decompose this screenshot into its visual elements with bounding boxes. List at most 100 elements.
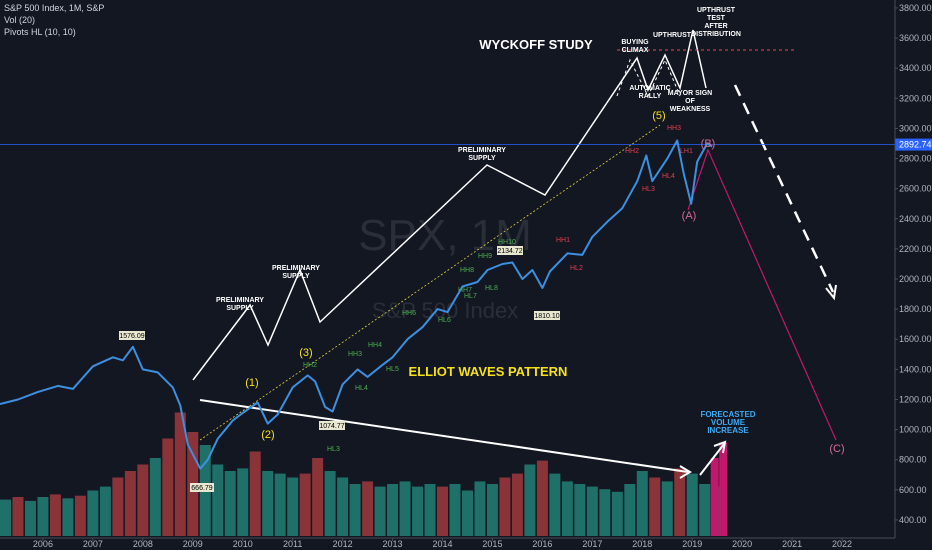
volume-bar xyxy=(611,491,623,536)
annotation: PRELIMINARY SUPPLY xyxy=(216,297,264,312)
annotation-line: INCREASE xyxy=(707,426,749,435)
y-tick-label: 3000.00 xyxy=(899,123,932,133)
volume-bar xyxy=(424,484,436,536)
annotation-line: CLIMAX xyxy=(622,47,649,54)
y-tick-label: 1400.00 xyxy=(899,364,932,374)
volume-bar xyxy=(412,486,424,536)
volume-bar xyxy=(49,494,61,536)
wyckoff-dashes xyxy=(616,58,681,98)
annotation-line: PRELIMINARY xyxy=(458,147,506,154)
y-tick-label: 2800.00 xyxy=(899,154,932,164)
pivot-label: HL2 xyxy=(570,265,583,272)
last-price-box xyxy=(895,138,932,151)
volume-bar xyxy=(62,498,74,536)
y-tick-label: 3400.00 xyxy=(899,63,932,73)
pivot-label: HH1 xyxy=(556,237,570,244)
x-tick-label: 2019 xyxy=(682,539,702,549)
volume-bar xyxy=(549,473,561,536)
volume-bar xyxy=(561,481,573,536)
volume-bar xyxy=(536,460,548,536)
volume-arrow xyxy=(699,443,725,476)
volume-bar xyxy=(437,486,449,536)
price-line xyxy=(0,139,713,470)
x-tick-label: 2011 xyxy=(283,539,302,549)
annotation-line: BUYING xyxy=(621,39,649,46)
wave-label: (5) xyxy=(652,110,665,122)
volume-bar xyxy=(699,484,711,536)
annotation: FORECASTED VOLUME INCREASE xyxy=(700,410,755,435)
annotation: PRELIMINARY SUPPLY xyxy=(458,147,506,162)
volume-bar xyxy=(74,495,86,536)
volume-bar xyxy=(99,486,111,536)
annotation-line: SUPPLY xyxy=(282,273,310,280)
annotation-line: MAYOR SIGN xyxy=(668,90,712,97)
y-tick-label: 1600.00 xyxy=(899,334,932,344)
pivot-label: HL8 xyxy=(485,285,498,292)
annotation-line: DISTRIBUTION xyxy=(691,31,741,38)
pivot-label: HH2 xyxy=(303,362,317,369)
volume-bar xyxy=(649,477,661,536)
wave-label: (1) xyxy=(245,377,258,389)
x-tick-label: 2014 xyxy=(432,539,452,549)
x-tick-label: 2018 xyxy=(632,539,652,549)
volume-bar xyxy=(636,471,648,536)
forecast-volume-bar xyxy=(710,458,719,536)
annotation-line: FORECASTED xyxy=(700,410,755,419)
x-tick-label: 2013 xyxy=(383,539,403,549)
wave-channel xyxy=(199,124,661,441)
y-tick-label: 2200.00 xyxy=(899,244,932,254)
annotation-line: TEST xyxy=(707,15,726,22)
annotation: UPTHRUST xyxy=(653,32,692,39)
price-label-box xyxy=(319,421,345,430)
volume-bar xyxy=(324,471,336,536)
x-tick-label: 2007 xyxy=(83,539,103,549)
annotation: MAYOR SIGN OF WEAKNESS xyxy=(668,90,712,113)
volume-bar xyxy=(661,481,673,536)
volume-bar xyxy=(162,438,174,536)
annotation-line: WEAKNESS xyxy=(670,106,711,113)
pivot-label: HH3 xyxy=(348,351,362,358)
volume-bar xyxy=(0,499,11,536)
y-tick-label: 3200.00 xyxy=(899,93,932,103)
price-label-box xyxy=(534,311,560,320)
y-tick-label: 600.00 xyxy=(899,485,927,495)
x-tick-label: 2022 xyxy=(832,539,852,549)
annotation-line: PRELIMINARY xyxy=(216,297,264,304)
volume-bar xyxy=(274,473,286,536)
y-tick-label: 2000.00 xyxy=(899,274,932,284)
volume-bar xyxy=(349,484,361,536)
pivot-label: HL5 xyxy=(386,366,399,373)
annotation-line: UPTHRUST xyxy=(697,7,736,14)
annotation-line: AUTOMATIC xyxy=(629,85,670,92)
x-tick-label: 2015 xyxy=(482,539,502,549)
annotation-line: UPTHRUST xyxy=(653,32,692,39)
y-tick-label: 400.00 xyxy=(899,515,927,525)
volume-bar xyxy=(299,473,311,536)
pivot-label: HH8 xyxy=(460,267,474,274)
price-label: 1074.77 xyxy=(319,423,344,430)
wave-label: (B) xyxy=(701,138,716,150)
price-layer: 2892.74 xyxy=(0,138,932,470)
y-tick-label: 2600.00 xyxy=(899,184,932,194)
pivot-label: HL4 xyxy=(355,385,368,392)
volume-bar xyxy=(112,477,124,536)
y-tick-label: 1800.00 xyxy=(899,304,932,314)
pivot-label: HH10 xyxy=(498,239,516,246)
price-label: 1576.09 xyxy=(119,333,144,340)
trendline xyxy=(199,399,689,473)
y-tick-label: 2400.00 xyxy=(899,214,932,224)
vol-legend: Vol (20) xyxy=(4,15,35,25)
volume-bar xyxy=(212,464,224,536)
volume-bar xyxy=(24,500,36,536)
x-tick-label: 2010 xyxy=(233,539,253,549)
pivot-label: HH4 xyxy=(368,342,382,349)
annotation: BUYING CLIMAX xyxy=(621,39,649,54)
volume-bar xyxy=(599,489,611,536)
annotation-line: OF xyxy=(685,98,695,105)
annotation-line: AFTER xyxy=(704,23,727,30)
volume-bar xyxy=(149,458,161,536)
price-label-box xyxy=(190,483,214,492)
wave-label: (3) xyxy=(299,347,312,359)
